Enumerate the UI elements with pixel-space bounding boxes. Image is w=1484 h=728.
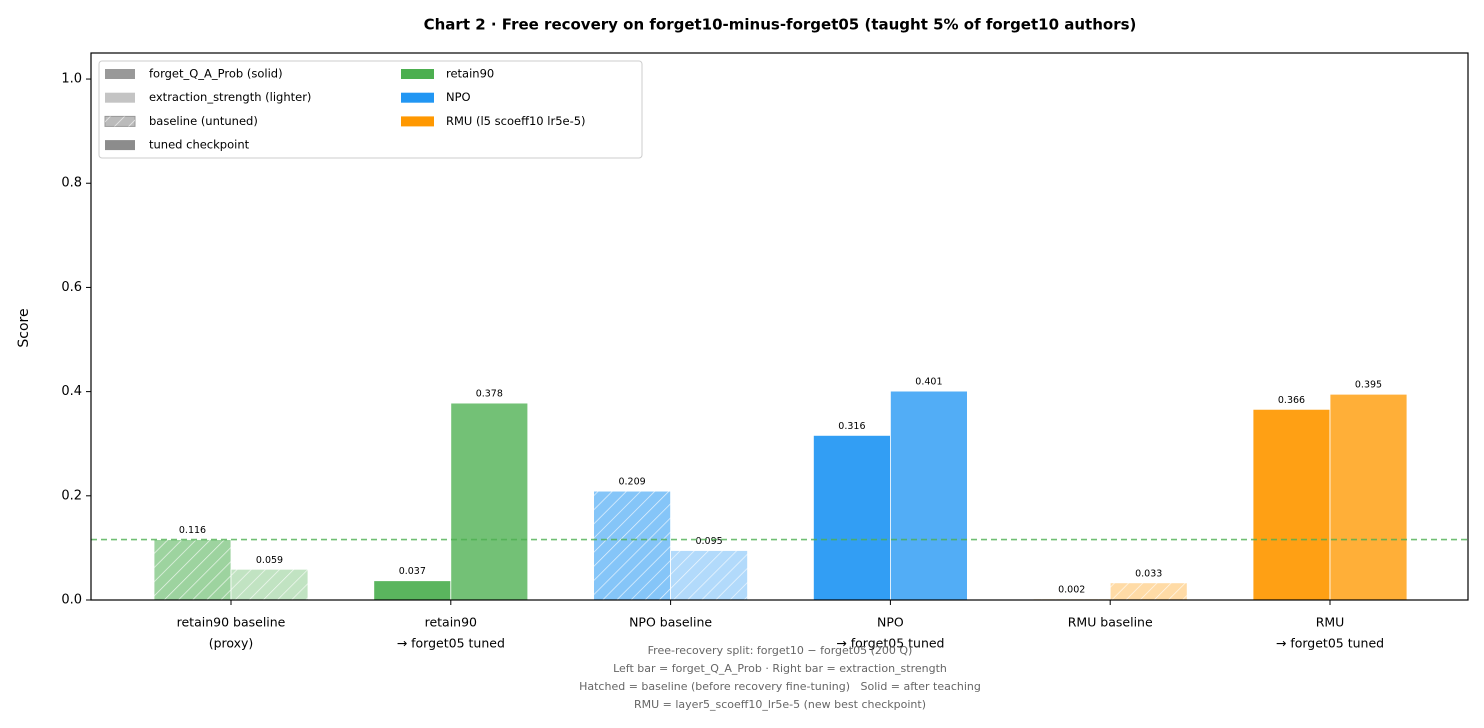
value-label: 0.095 xyxy=(695,536,722,547)
value-label: 0.401 xyxy=(915,377,942,388)
y-tick-label: 0.6 xyxy=(61,280,82,295)
legend-label: NPO xyxy=(446,90,471,104)
x-tick-label: → forget05 tuned xyxy=(1276,636,1384,651)
legend-swatch xyxy=(105,140,135,151)
x-tick-label: retain90 xyxy=(425,615,477,630)
legend-swatch xyxy=(105,92,135,103)
y-tick-label: 0.0 xyxy=(61,593,82,608)
legend-box xyxy=(98,60,643,159)
bar xyxy=(890,390,968,601)
x-tick-label: NPO xyxy=(877,615,904,630)
x-tick-label: (proxy) xyxy=(209,636,254,651)
footnote: Hatched = baseline (before recovery fine… xyxy=(579,680,981,693)
value-label: 0.366 xyxy=(1278,395,1305,406)
value-label: 0.378 xyxy=(476,389,503,400)
legend-label: baseline (untuned) xyxy=(149,114,258,128)
legend-swatch xyxy=(105,69,135,79)
bar-hatch xyxy=(154,539,231,600)
plot-frame xyxy=(90,52,1469,601)
value-label: 0.037 xyxy=(399,566,426,577)
y-tick-label: 0.2 xyxy=(61,488,82,503)
x-tick-label: → forget05 tuned xyxy=(397,636,505,651)
value-label: 0.059 xyxy=(256,555,283,566)
bar xyxy=(373,580,452,601)
bar-hatch xyxy=(1110,582,1188,600)
legend-label: extraction_strength (lighter) xyxy=(149,90,311,104)
value-label: 0.316 xyxy=(838,421,865,432)
x-tick-label: → forget05 tuned xyxy=(836,636,944,651)
bar-hatch xyxy=(670,550,748,600)
bar xyxy=(1329,393,1408,601)
x-tick-label: RMU baseline xyxy=(1068,615,1153,630)
value-label: 0.395 xyxy=(1355,380,1382,391)
bar-hatch xyxy=(231,569,308,600)
legend-label: tuned checkpoint xyxy=(149,138,250,152)
footnote: RMU = layer5_scoeff10_lr5e-5 (new best c… xyxy=(634,698,926,711)
value-label: 0.209 xyxy=(618,477,645,488)
value-label: 0.116 xyxy=(179,525,206,536)
x-tick-label: RMU xyxy=(1316,615,1345,630)
legend-swatch xyxy=(401,92,434,103)
y-tick-label: 1.0 xyxy=(61,72,82,87)
y-tick-label: 0.8 xyxy=(61,176,82,191)
legend-hatch xyxy=(105,116,135,127)
x-tick-label: retain90 baseline xyxy=(177,615,286,630)
footnote: Left bar = forget_Q_A_Prob · Right bar =… xyxy=(613,662,947,675)
chart-title: Chart 2 · Free recovery on forget10-minu… xyxy=(424,16,1137,34)
footnote: Free-recovery split: forget10 − forget05… xyxy=(648,644,913,657)
x-tick-label: NPO baseline xyxy=(629,615,712,630)
value-label: 0.002 xyxy=(1058,584,1085,595)
value-label: 0.033 xyxy=(1135,568,1162,579)
legend-label: retain90 xyxy=(446,67,494,81)
bar xyxy=(1252,408,1331,601)
legend-label: RMU (l5 scoeff10 lr5e-5) xyxy=(446,114,586,128)
y-tick-label: 0.4 xyxy=(61,384,82,399)
bar-hatch xyxy=(593,491,671,600)
bar xyxy=(450,402,529,601)
legend-swatch xyxy=(401,116,434,127)
bar xyxy=(813,434,891,601)
legend-swatch xyxy=(401,69,434,79)
legend-label: forget_Q_A_Prob (solid) xyxy=(149,67,283,81)
y-axis-label: Score xyxy=(16,308,32,347)
